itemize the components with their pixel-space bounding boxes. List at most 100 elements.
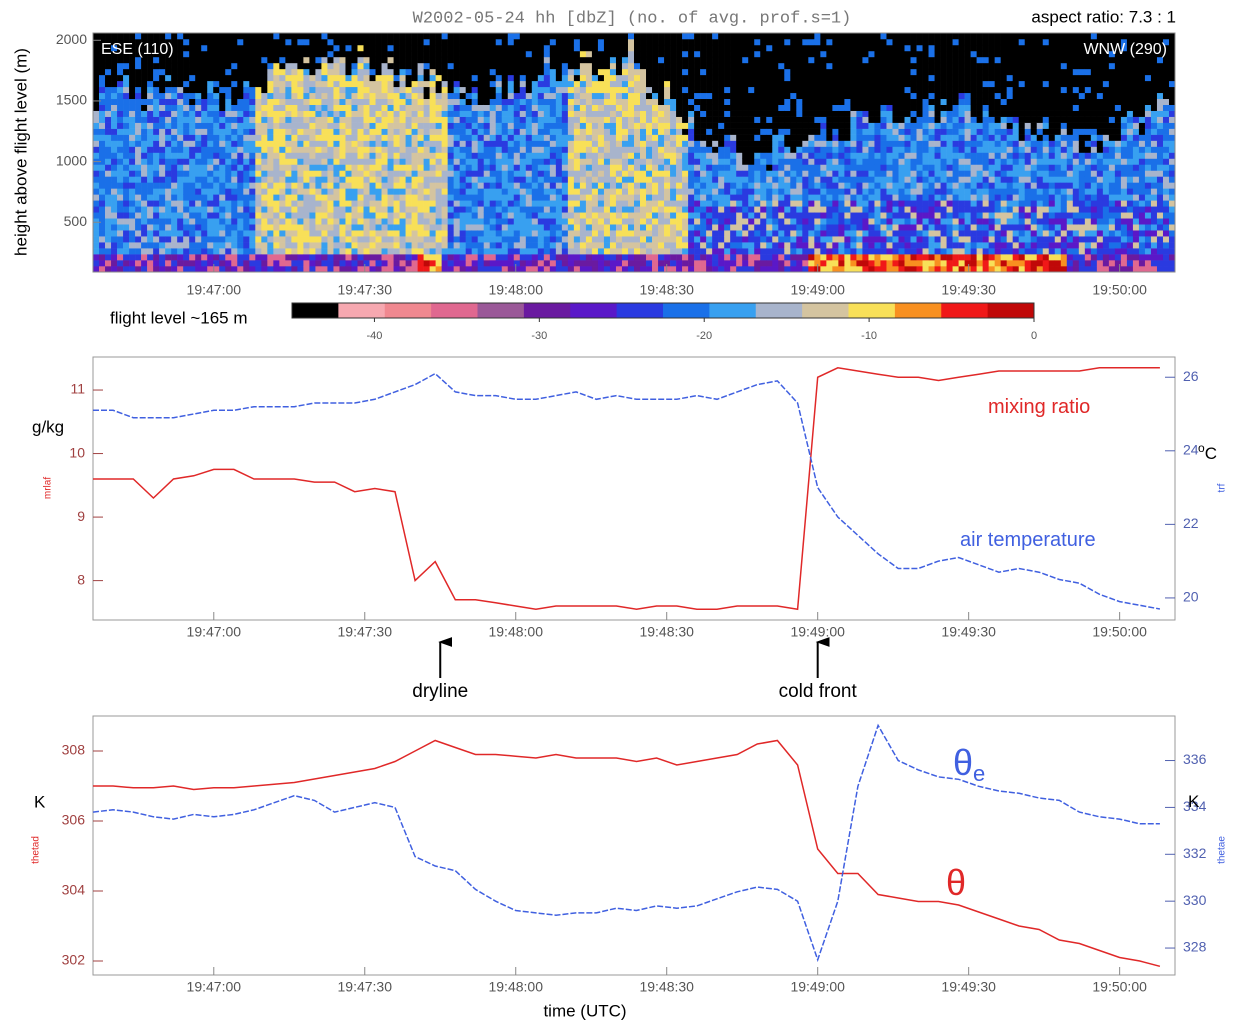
radar-pixel (610, 200, 616, 206)
radar-pixel (580, 69, 586, 75)
radar-pixel (418, 147, 424, 153)
radar-pixel (255, 63, 261, 69)
radar-pixel (195, 230, 201, 236)
radar-pixel (778, 87, 784, 93)
radar-pixel (351, 81, 357, 87)
radar-pixel (724, 266, 730, 272)
radar-pixel (309, 230, 315, 236)
radar-pixel (598, 111, 604, 117)
radar-pixel (448, 33, 454, 39)
radar-pixel (99, 242, 105, 248)
radar-pixel (201, 33, 207, 39)
radar-pixel (357, 194, 363, 200)
radar-pixel (93, 117, 99, 123)
radar-pixel (790, 123, 796, 129)
radar-pixel (682, 206, 688, 212)
radar-pixel (141, 129, 147, 135)
radar-pixel (508, 87, 514, 93)
radar-pixel (796, 123, 802, 129)
radar-pixel (147, 206, 153, 212)
radar-pixel (646, 45, 652, 51)
radar-pixel (357, 188, 363, 194)
radar-pixel (400, 33, 406, 39)
radar-pixel (237, 147, 243, 153)
radar-pixel (243, 105, 249, 111)
radar-pixel (466, 266, 472, 272)
radar-pixel (339, 164, 345, 170)
radar-pixel (388, 87, 394, 93)
radar-pixel (430, 248, 436, 254)
radar-pixel (394, 164, 400, 170)
radar-pixel (412, 87, 418, 93)
radar-pixel (676, 63, 682, 69)
radar-pixel (478, 206, 484, 212)
radar-pixel (490, 117, 496, 123)
radar-pixel (231, 242, 237, 248)
radar-pixel (730, 93, 736, 99)
radar-pixel (376, 236, 382, 242)
radar-pixel (790, 182, 796, 188)
radar-pixel (730, 87, 736, 93)
radar-pixel (333, 248, 339, 254)
radar-pixel (261, 111, 267, 117)
radar-pixel (544, 206, 550, 212)
radar-pixel (418, 81, 424, 87)
radar-pixel (736, 33, 742, 39)
radar-pixel (376, 158, 382, 164)
radar-pixel (832, 75, 838, 81)
radar-pixel (700, 135, 706, 141)
radar-pixel (436, 260, 442, 266)
radar-pixel (412, 51, 418, 57)
radar-pixel (345, 57, 351, 63)
radar-pixel (820, 242, 826, 248)
radar-pixel (412, 81, 418, 87)
radar-pixel (610, 141, 616, 147)
radar-pixel (135, 141, 141, 147)
radar-pixel (315, 63, 321, 69)
radar-pixel (123, 254, 129, 260)
radar-pixel (814, 230, 820, 236)
radar-pixel (412, 75, 418, 81)
radar-pixel (339, 266, 345, 272)
radar-pixel (400, 105, 406, 111)
radar-pixel (406, 87, 412, 93)
radar-pixel (418, 230, 424, 236)
radar-pixel (778, 75, 784, 81)
radar-pixel (111, 170, 117, 176)
radar-pixel (442, 194, 448, 200)
radar-pixel (171, 93, 177, 99)
radar-pixel (754, 57, 760, 63)
radar-pixel (790, 117, 796, 123)
radar-pixel (129, 99, 135, 105)
radar-pixel (622, 141, 628, 147)
radar-pixel (267, 200, 273, 206)
radar-pixel (556, 33, 562, 39)
radar-pixel (213, 236, 219, 242)
radar-pixel (610, 242, 616, 248)
radar-pixel (177, 164, 183, 170)
radar-pixel (820, 266, 826, 272)
radar-pixel (748, 63, 754, 69)
radar-pixel (201, 111, 207, 117)
radar-pixel (195, 147, 201, 153)
radar-pixel (550, 99, 556, 105)
radar-pixel (195, 158, 201, 164)
radar-pixel (496, 194, 502, 200)
radar-pixel (370, 200, 376, 206)
radar-pixel (514, 230, 520, 236)
radar-pixel (376, 212, 382, 218)
radar-pixel (454, 87, 460, 93)
radar-pixel (520, 93, 526, 99)
radar-pixel (496, 230, 502, 236)
radar-pixel (526, 33, 532, 39)
radar-pixel (748, 242, 754, 248)
radar-pixel (604, 242, 610, 248)
radar-pixel (748, 123, 754, 129)
radar-pixel (418, 182, 424, 188)
radar-pixel (454, 218, 460, 224)
radar-pixel (207, 99, 213, 105)
radar-pixel (730, 200, 736, 206)
radar-pixel (550, 266, 556, 272)
radar-pixel (484, 260, 490, 266)
radar-pixel (598, 248, 604, 254)
